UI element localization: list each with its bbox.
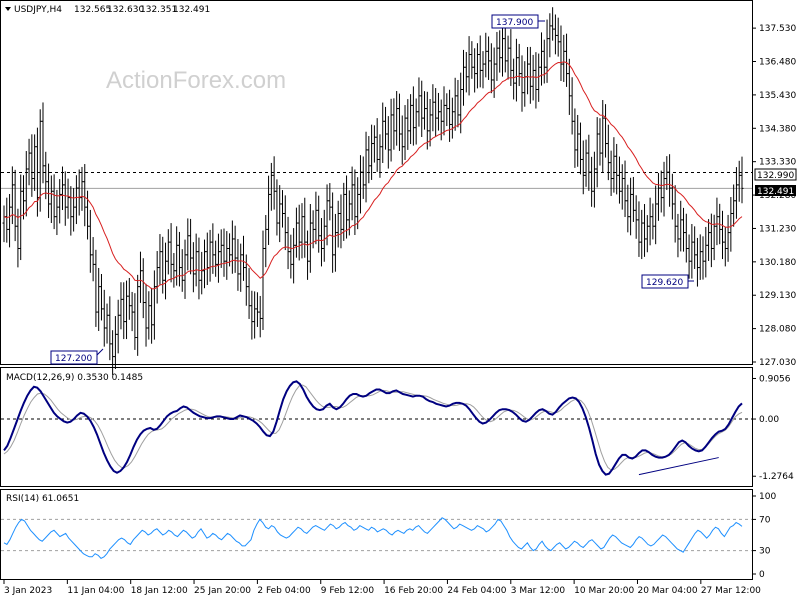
time-tick-label: 3 Mar 12:00	[511, 586, 566, 596]
price-tick-label: 130.180	[759, 258, 796, 268]
macd-tick-label: 0.9056	[759, 374, 791, 384]
time-tick-label: 2 Feb 04:00	[257, 586, 311, 596]
rsi-tick-label: 30	[759, 547, 771, 557]
macd-panel-frame	[0, 367, 753, 487]
macd-main-line	[3, 380, 743, 476]
price-panel: ActionForex.com USDJPY,H4 132.565 132.63…	[0, 0, 797, 375]
rsi-title: RSI(14) 61.0651	[6, 494, 79, 504]
time-tick-label: 16 Feb 20:00	[384, 586, 443, 596]
price-tick-label: 137.530	[759, 24, 796, 34]
time-tick-label: 3 Jan 2023	[4, 586, 52, 596]
price-tick-label: 127.030	[759, 358, 796, 368]
price-tick-label: 133.330	[759, 158, 796, 168]
divergence-trend-line	[638, 457, 719, 476]
macd-y-axis: 0.9056 0.00 -1.2764	[752, 374, 794, 482]
svg-text:129.620: 129.620	[646, 278, 683, 288]
current-price-tag	[755, 185, 796, 196]
rsi-line	[3, 517, 743, 560]
time-tick-label: 10 Mar 20:00	[574, 586, 634, 596]
ohlc-open: 132.565	[74, 5, 111, 15]
price-tick-label: 135.430	[759, 91, 796, 101]
rsi-tick-label: 100	[759, 492, 776, 502]
dropdown-icon[interactable]	[5, 7, 11, 11]
rsi-tick-label: 0	[759, 570, 765, 580]
rsi-y-axis: 100 70 30 0	[752, 492, 776, 580]
price-bars	[2, 7, 744, 375]
ohlc-close: 132.491	[173, 5, 210, 15]
price-tick-label: 129.130	[759, 291, 796, 301]
time-tick-label: 25 Jan 20:00	[194, 586, 251, 596]
macd-title: MACD(12,26,9) 0.3530 0.1485	[6, 373, 143, 383]
hline-price-tag	[754, 168, 797, 181]
annotation-high: 137.900	[491, 14, 545, 29]
rsi-panel-frame	[0, 489, 753, 580]
ohlc-low: 132.351	[140, 5, 177, 15]
time-tick-label: 18 Jan 12:00	[131, 586, 188, 596]
time-tick-label: 24 Feb 04:00	[447, 586, 506, 596]
time-tick-label: 9 Feb 12:00	[321, 586, 375, 596]
annotation-low-mar: 129.620	[641, 274, 694, 289]
rsi-tick-label: 70	[759, 515, 771, 525]
price-tick-label: 128.080	[759, 325, 796, 335]
watermark: ActionForex.com	[106, 67, 286, 94]
svg-text:127.200: 127.200	[55, 354, 92, 364]
price-tick-label: 134.380	[759, 124, 796, 134]
price-tags: 132.990 132.491	[754, 168, 797, 197]
annotation-low-jan: 127.200	[50, 348, 104, 365]
price-tick-label: 131.230	[759, 224, 796, 234]
time-axis: 3 Jan 2023 11 Jan 04:00 18 Jan 12:00 25 Jan…	[3, 580, 761, 596]
svg-text:137.900: 137.900	[496, 18, 533, 28]
price-y-axis: 137.530 136.480 135.430 134.380 133.330 132.2…	[752, 24, 796, 368]
price-tick-label: 136.480	[759, 58, 796, 68]
time-tick-label: 11 Jan 04:00	[67, 586, 124, 596]
price-tick-label: 132.280	[759, 191, 796, 201]
moving-average-line	[3, 61, 743, 290]
macd-tick-label: -1.2764	[759, 472, 794, 482]
hline-price-label: 132.990	[757, 171, 794, 181]
rsi-panel: RSI(14) 61.0651 100 70 30 0	[0, 489, 776, 580]
ohlc-high: 132.630	[107, 5, 144, 15]
macd-panel: MACD(12,26,9) 0.3530 0.1485 0.9056 0.00 -1…	[0, 367, 794, 487]
current-price-label: 132.491	[757, 187, 794, 197]
time-tick-label: 27 Mar 12:00	[701, 586, 761, 596]
symbol-header: USDJPY,H4	[14, 5, 62, 15]
price-panel-frame	[0, 0, 753, 365]
time-tick-label: 20 Mar 04:00	[637, 586, 697, 596]
macd-tick-label: 0.00	[759, 415, 779, 425]
rsi-level-lines	[1, 518, 752, 552]
macd-signal-line	[3, 384, 743, 471]
